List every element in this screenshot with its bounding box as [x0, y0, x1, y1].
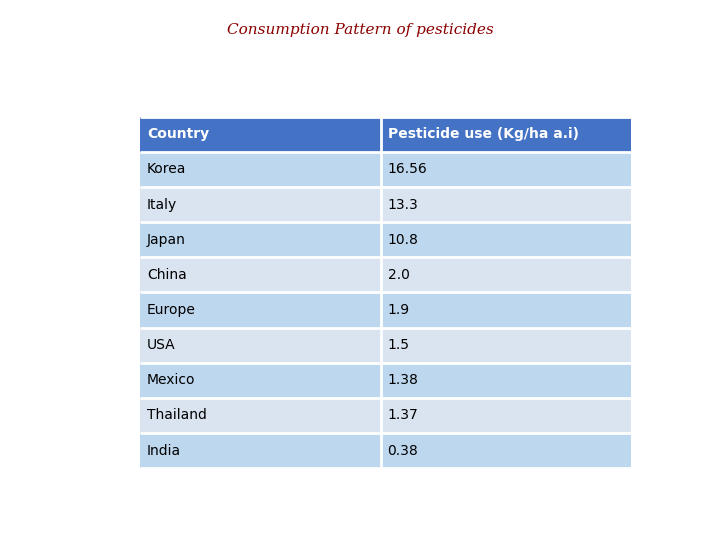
Text: India: India: [147, 443, 181, 457]
Text: 13.3: 13.3: [387, 198, 418, 212]
Bar: [140, 152, 381, 187]
Bar: [140, 293, 381, 328]
Text: 10.8: 10.8: [387, 233, 418, 247]
Bar: [140, 258, 381, 293]
Bar: [381, 293, 631, 328]
Text: Pesticide use (Kg/ha a.i): Pesticide use (Kg/ha a.i): [387, 127, 579, 141]
Bar: [381, 187, 631, 222]
Text: China: China: [147, 268, 186, 282]
Text: 1.38: 1.38: [387, 373, 418, 387]
Text: Country: Country: [147, 127, 209, 141]
Text: 1.37: 1.37: [387, 408, 418, 422]
Text: Europe: Europe: [147, 303, 196, 317]
Text: Korea: Korea: [147, 163, 186, 177]
Text: Japan: Japan: [147, 233, 186, 247]
Bar: [381, 117, 631, 152]
Text: USA: USA: [147, 338, 176, 352]
Text: 0.38: 0.38: [387, 443, 418, 457]
Bar: [140, 328, 381, 363]
Bar: [381, 222, 631, 258]
Bar: [140, 187, 381, 222]
Bar: [140, 433, 381, 468]
Text: 1.5: 1.5: [387, 338, 410, 352]
Text: Mexico: Mexico: [147, 373, 195, 387]
Text: 1.9: 1.9: [387, 303, 410, 317]
Text: 2.0: 2.0: [387, 268, 410, 282]
Text: Thailand: Thailand: [147, 408, 207, 422]
Bar: [381, 363, 631, 398]
Bar: [140, 363, 381, 398]
Text: 16.56: 16.56: [387, 163, 427, 177]
Text: Consumption Pattern of pesticides: Consumption Pattern of pesticides: [227, 23, 493, 37]
Text: Italy: Italy: [147, 198, 177, 212]
Bar: [381, 398, 631, 433]
Bar: [140, 398, 381, 433]
Bar: [381, 433, 631, 468]
Bar: [381, 328, 631, 363]
Bar: [140, 117, 381, 152]
Bar: [381, 258, 631, 293]
Bar: [381, 152, 631, 187]
Bar: [140, 222, 381, 258]
